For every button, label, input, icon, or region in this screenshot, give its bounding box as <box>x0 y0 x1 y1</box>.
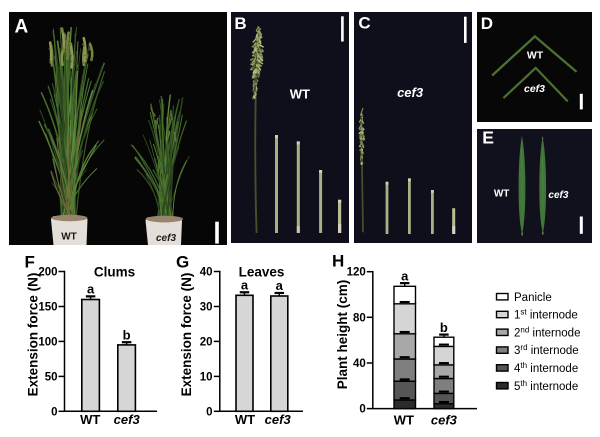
svg-text:WT: WT <box>493 189 509 200</box>
svg-text:Clums: Clums <box>94 265 135 280</box>
svg-text:a: a <box>241 277 249 292</box>
svg-text:E: E <box>482 129 494 147</box>
svg-text:0: 0 <box>359 404 365 416</box>
svg-text:D: D <box>480 14 492 33</box>
svg-text:3rd internode: 3rd internode <box>514 343 579 357</box>
svg-text:4th internode: 4th internode <box>514 361 578 375</box>
svg-text:40: 40 <box>200 267 213 279</box>
svg-text:WT: WT <box>289 87 309 102</box>
svg-text:cef3: cef3 <box>431 413 458 428</box>
svg-text:200: 200 <box>38 267 57 279</box>
svg-text:100: 100 <box>38 336 57 348</box>
svg-text:F: F <box>25 253 35 272</box>
svg-text:80: 80 <box>353 312 366 324</box>
svg-text:WT: WT <box>394 413 414 428</box>
svg-text:WT: WT <box>61 231 77 242</box>
svg-text:cef3: cef3 <box>524 83 545 95</box>
svg-text:120: 120 <box>347 267 366 279</box>
svg-text:Panicle: Panicle <box>514 292 552 304</box>
svg-text:cef3: cef3 <box>397 85 424 100</box>
svg-text:30: 30 <box>200 302 213 314</box>
svg-text:20: 20 <box>200 336 213 348</box>
svg-text:A: A <box>15 16 29 37</box>
svg-text:5th internode: 5th internode <box>514 379 578 393</box>
svg-text:G: G <box>176 253 189 272</box>
svg-text:40: 40 <box>353 358 366 370</box>
svg-text:Leaves: Leaves <box>239 265 285 280</box>
svg-text:H: H <box>332 252 344 271</box>
svg-text:Plant height (cm): Plant height (cm) <box>335 280 350 390</box>
svg-text:0: 0 <box>51 406 57 418</box>
svg-text:0: 0 <box>206 406 212 418</box>
svg-text:B: B <box>234 14 246 33</box>
svg-text:cef3: cef3 <box>548 190 568 201</box>
svg-text:cef3: cef3 <box>114 412 141 427</box>
svg-text:WT: WT <box>80 412 100 427</box>
svg-text:50: 50 <box>45 371 58 383</box>
svg-text:cef3: cef3 <box>156 233 176 244</box>
svg-text:150: 150 <box>38 302 57 314</box>
svg-text:a: a <box>87 282 95 297</box>
svg-text:WT: WT <box>526 50 543 62</box>
svg-text:cef3: cef3 <box>265 412 292 427</box>
svg-text:1st internode: 1st internode <box>514 308 578 322</box>
svg-text:WT: WT <box>235 412 255 427</box>
svg-text:a: a <box>276 278 284 293</box>
svg-text:2nd internode: 2nd internode <box>514 325 580 339</box>
svg-text:b: b <box>440 320 448 335</box>
svg-text:10: 10 <box>200 371 213 383</box>
svg-text:Extension force (N): Extension force (N) <box>26 273 41 397</box>
svg-text:C: C <box>358 13 370 32</box>
svg-text:Extension force (N): Extension force (N) <box>179 273 194 397</box>
svg-text:b: b <box>123 327 131 342</box>
svg-text:a: a <box>401 269 409 284</box>
